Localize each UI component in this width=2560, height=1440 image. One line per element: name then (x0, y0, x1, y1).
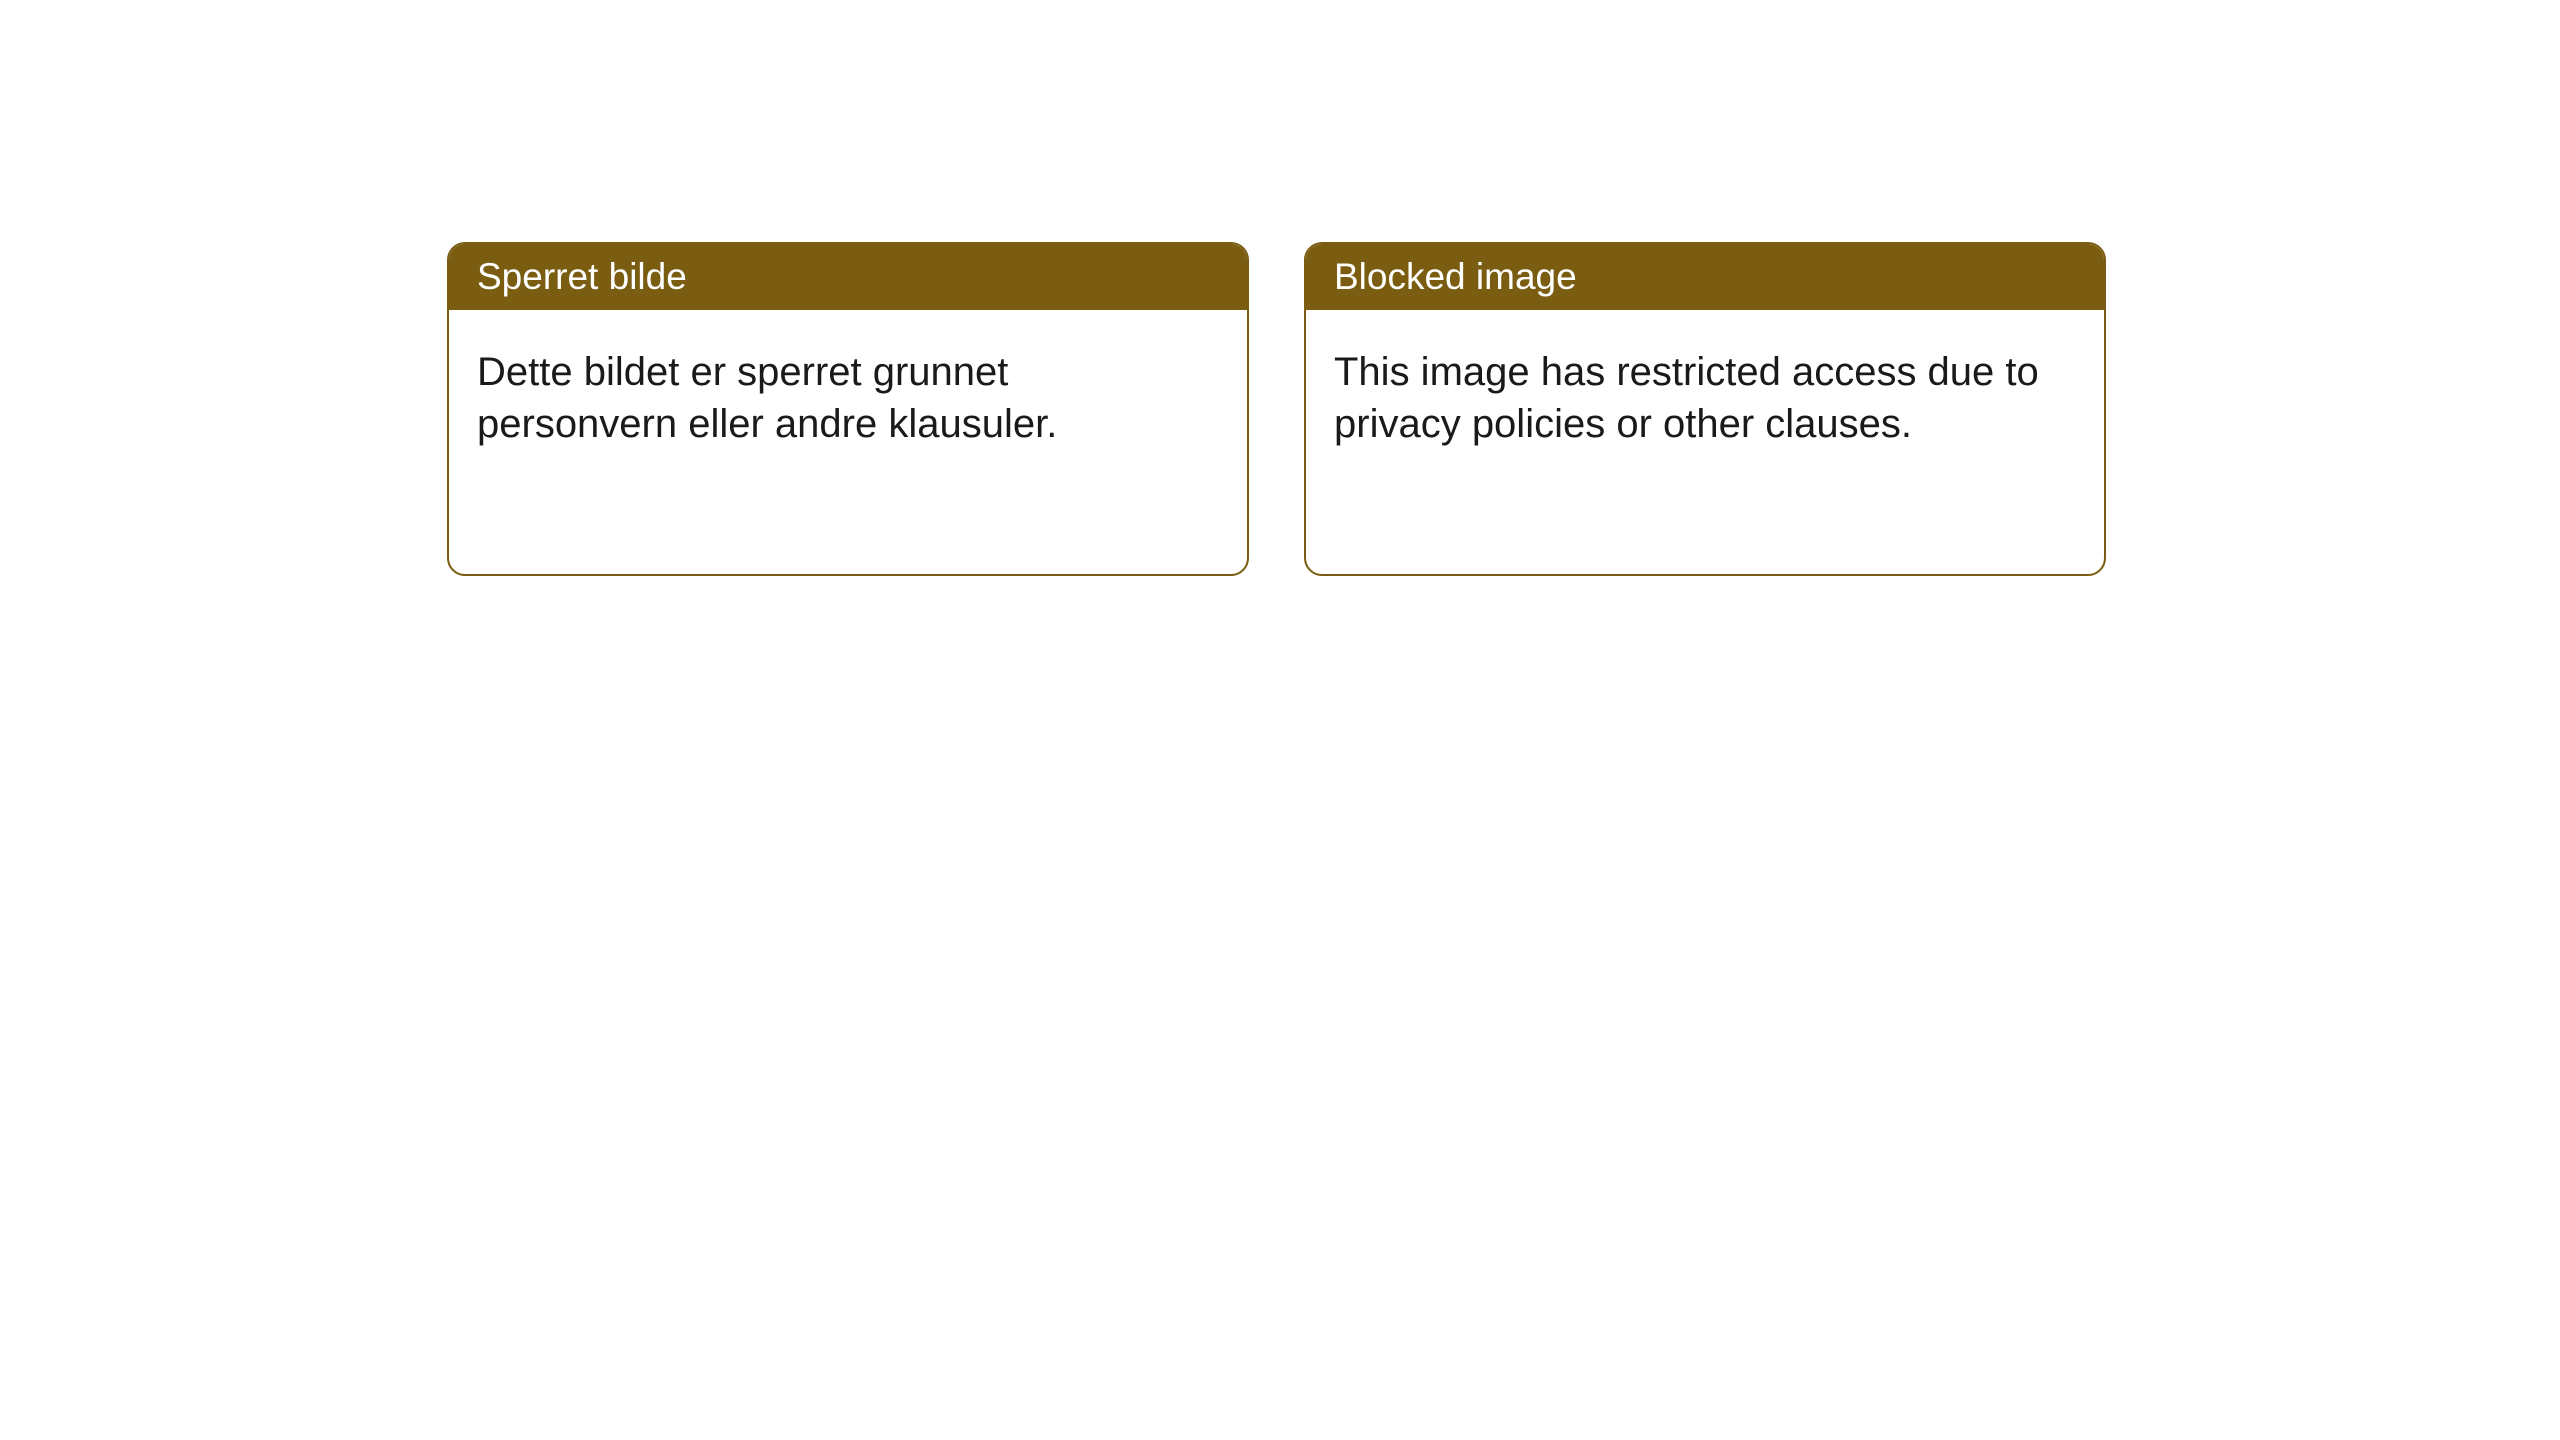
notice-body: This image has restricted access due to … (1306, 310, 2104, 486)
notice-header: Blocked image (1306, 244, 2104, 310)
notice-box-norwegian: Sperret bilde Dette bildet er sperret gr… (447, 242, 1249, 576)
notice-box-english: Blocked image This image has restricted … (1304, 242, 2106, 576)
notice-header: Sperret bilde (449, 244, 1247, 310)
notice-body: Dette bildet er sperret grunnet personve… (449, 310, 1247, 486)
notices-container: Sperret bilde Dette bildet er sperret gr… (447, 242, 2106, 576)
